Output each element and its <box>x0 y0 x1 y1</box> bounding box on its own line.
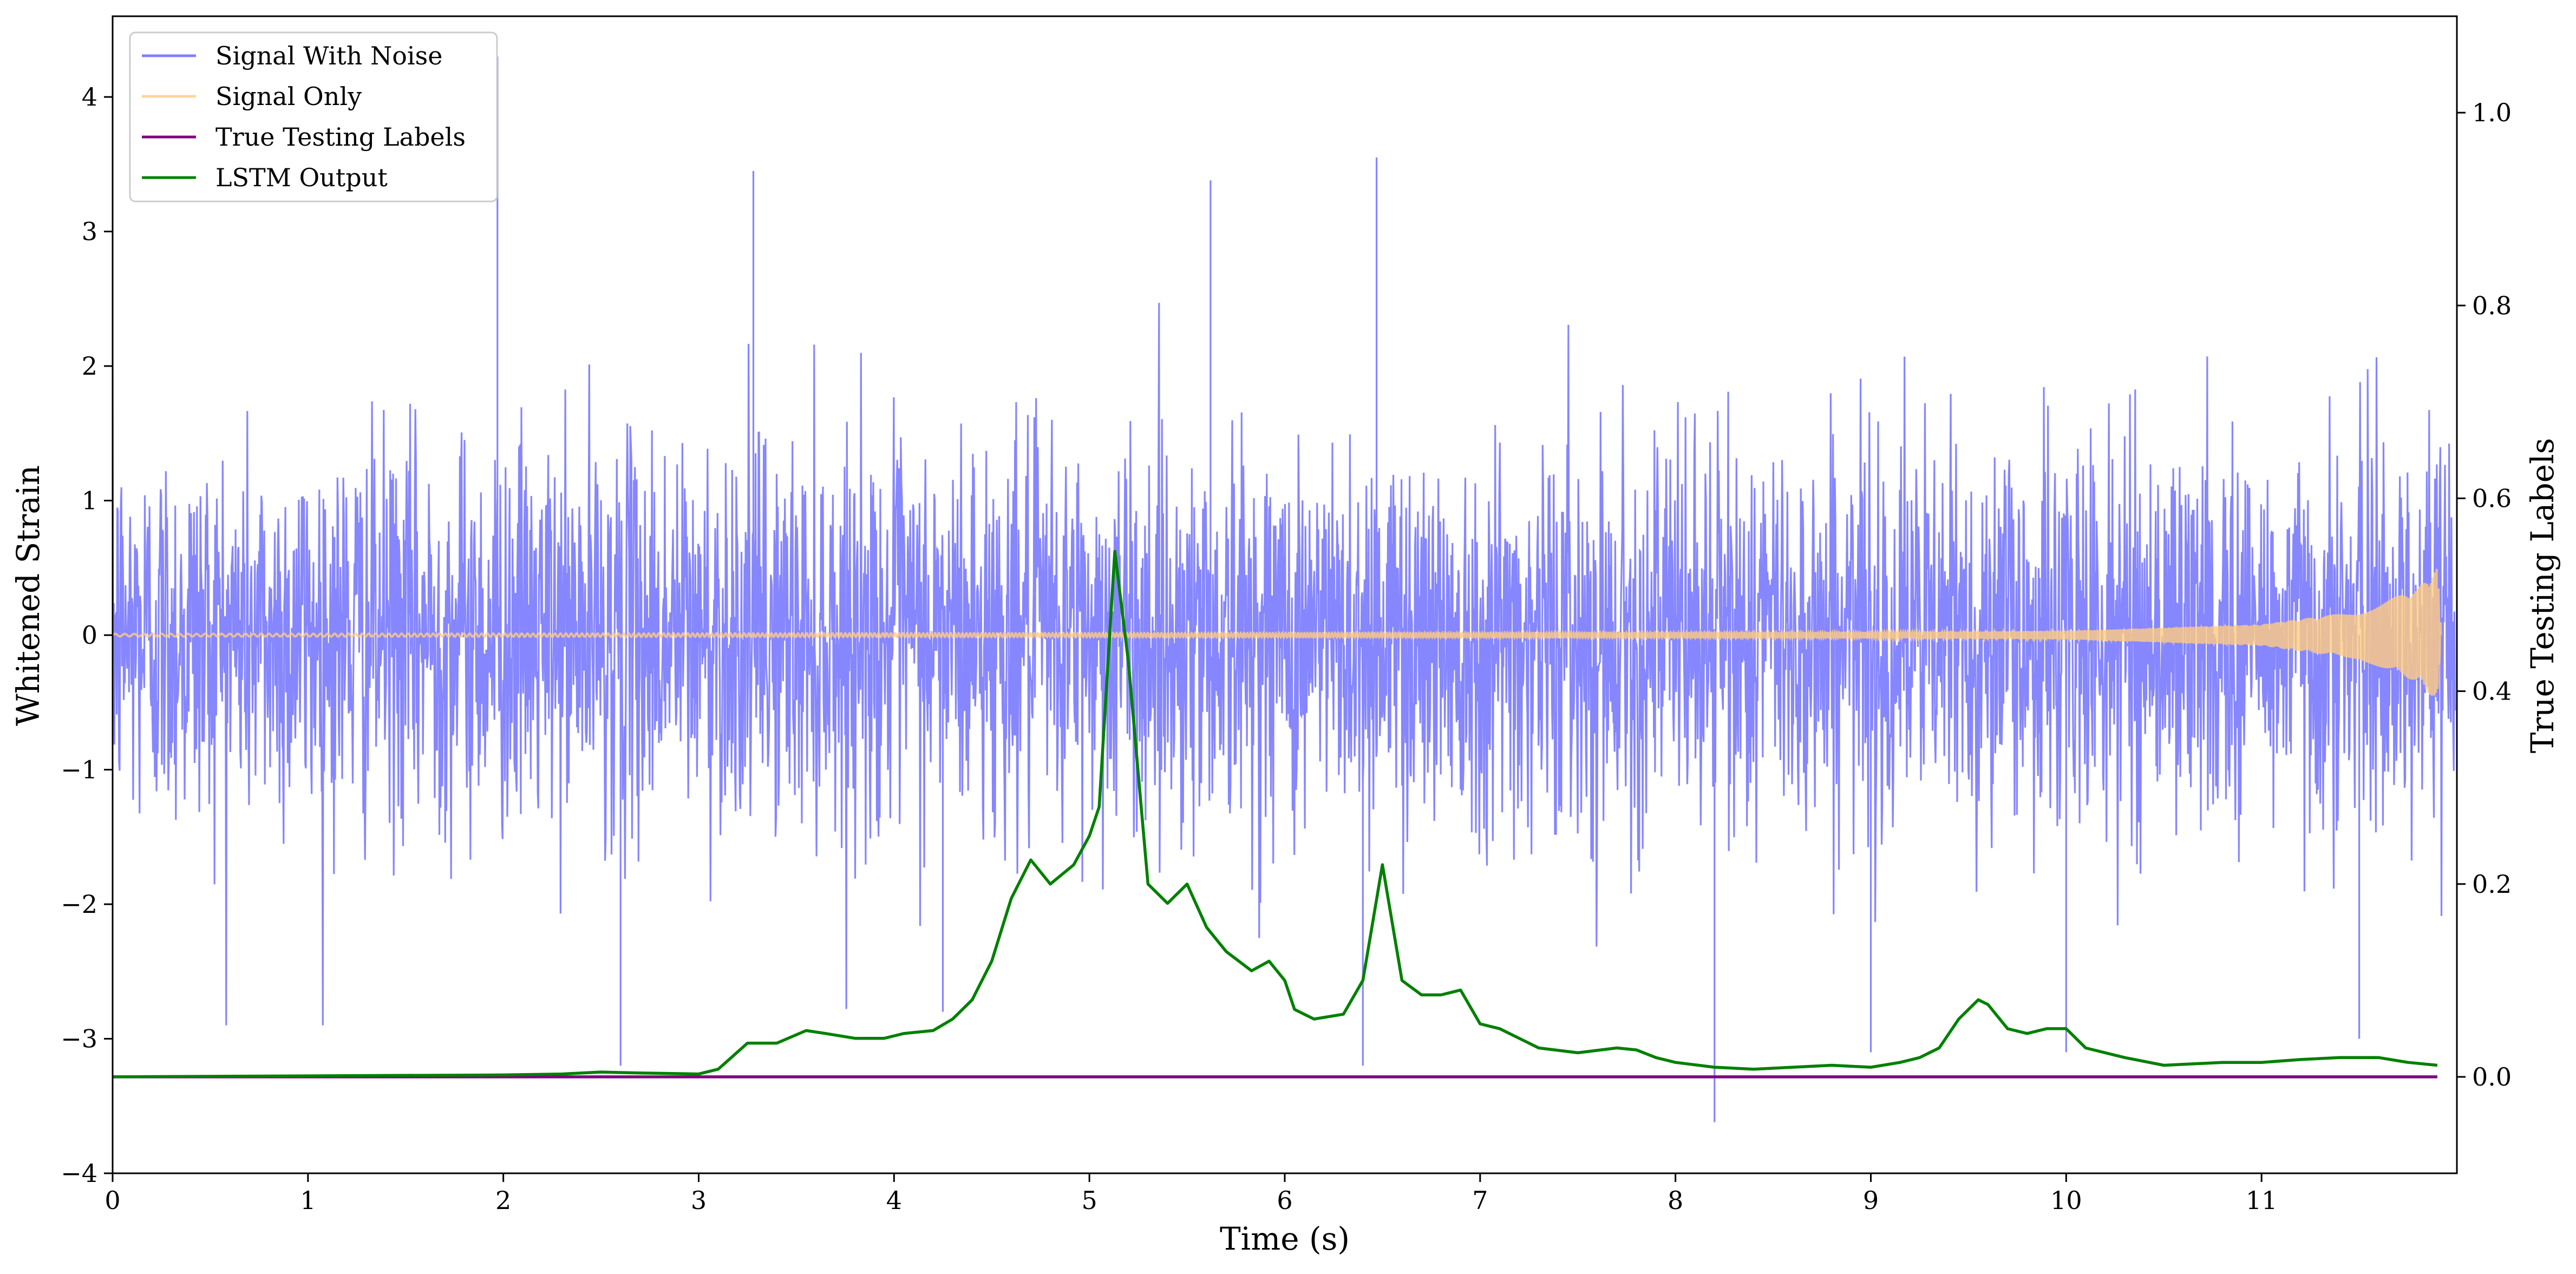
y-right-tick-label: 0.4 <box>2472 677 2512 706</box>
x-tick-label: 4 <box>886 1186 902 1215</box>
y-left-tick-label: −2 <box>61 890 97 919</box>
y-right-tick-label: 0.2 <box>2472 870 2512 899</box>
x-tick-label: 6 <box>1277 1186 1292 1215</box>
y-axis-left-label: Whitened Strain <box>10 465 47 726</box>
y-left-tick-label: −4 <box>61 1159 97 1188</box>
series-signal-with-noise <box>113 56 2456 1122</box>
x-tick-label: 10 <box>2050 1186 2082 1215</box>
y-left-tick-label: 4 <box>82 82 97 112</box>
y-axis-right: 0.0 0.2 0.4 0.6 0.8 1.0 <box>2457 98 2512 1092</box>
y-right-tick-label: 0.6 <box>2472 484 2512 513</box>
y-right-tick-label: 0.0 <box>2472 1062 2512 1092</box>
y-right-tick-label: 1.0 <box>2472 98 2512 127</box>
y-axis-left: −4 −3 −2 −1 0 1 2 3 4 <box>61 82 113 1188</box>
y-left-tick-label: 3 <box>82 217 97 246</box>
x-tick-label: 1 <box>300 1186 316 1215</box>
legend-label-signal-only: Signal Only <box>215 82 362 111</box>
legend-label-true-testing-labels: True Testing Labels <box>215 122 466 152</box>
x-tick-label: 11 <box>2246 1186 2278 1215</box>
y-left-tick-label: −3 <box>61 1024 97 1054</box>
x-tick-label: 8 <box>1668 1186 1683 1215</box>
series-layer <box>113 56 2456 1122</box>
y-axis-right-label: True Testing Labels <box>2524 438 2561 753</box>
x-tick-label: 7 <box>1472 1186 1488 1215</box>
x-tick-label: 3 <box>691 1186 707 1215</box>
legend-label-signal-with-noise: Signal With Noise <box>215 41 442 70</box>
legend: Signal With Noise Signal Only True Testi… <box>129 31 498 202</box>
legend-box <box>129 31 498 202</box>
x-tick-label: 9 <box>1863 1186 1879 1215</box>
y-right-tick-label: 0.8 <box>2472 291 2512 320</box>
x-axis: 0 1 2 3 4 5 6 7 8 9 10 11 <box>104 1173 2277 1215</box>
y-left-tick-label: 2 <box>82 351 97 381</box>
legend-label-lstm-output: LSTM Output <box>215 163 388 192</box>
series-lstm-output <box>113 550 2438 1079</box>
y-left-tick-label: 1 <box>82 486 97 515</box>
series-signal-only <box>113 569 2442 696</box>
y-left-tick-label: −1 <box>61 755 97 785</box>
x-tick-label: 2 <box>495 1186 511 1215</box>
x-tick-label: 0 <box>104 1186 120 1215</box>
y-left-tick-label: 0 <box>82 620 97 650</box>
x-axis-label: Time (s) <box>1220 1220 1350 1257</box>
x-tick-label: 5 <box>1082 1186 1097 1215</box>
